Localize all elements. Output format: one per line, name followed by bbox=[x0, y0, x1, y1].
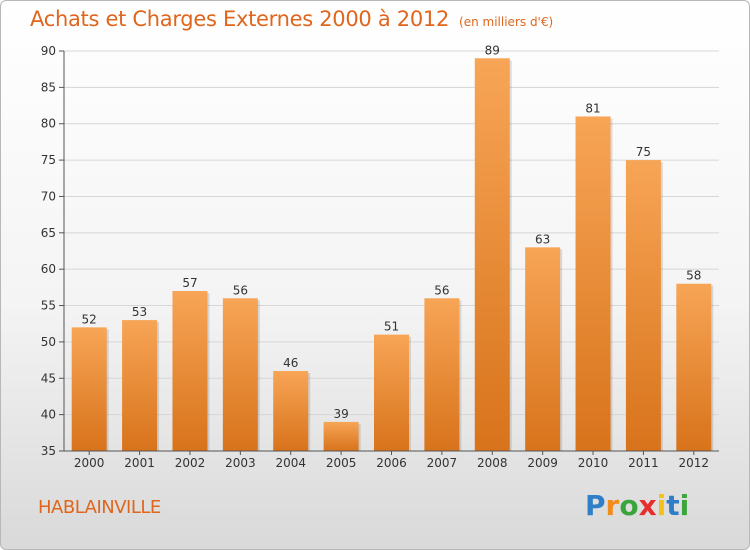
y-tick-label: 45 bbox=[41, 371, 56, 385]
data-label: 58 bbox=[686, 269, 701, 283]
data-label: 63 bbox=[535, 232, 550, 246]
town-name: HABLAINVILLE bbox=[38, 497, 161, 518]
chart-subtitle: (en milliers d'€) bbox=[459, 15, 554, 29]
data-label: 52 bbox=[82, 312, 97, 326]
data-label: 89 bbox=[485, 43, 500, 57]
bar-2008 bbox=[474, 58, 510, 451]
data-label: 57 bbox=[182, 276, 197, 290]
bar-2005 bbox=[323, 421, 359, 451]
logo-letter: x bbox=[638, 489, 657, 522]
bars bbox=[71, 58, 714, 452]
x-tick-label: 2000 bbox=[74, 456, 105, 470]
data-label: 56 bbox=[233, 283, 248, 297]
data-label: 39 bbox=[333, 407, 348, 421]
data-label: 46 bbox=[283, 356, 298, 370]
x-tick-label: 2012 bbox=[679, 456, 710, 470]
x-tick-label: 2004 bbox=[275, 456, 306, 470]
bar-2000 bbox=[71, 327, 107, 451]
bar-2012 bbox=[676, 283, 712, 451]
data-label: 51 bbox=[384, 320, 399, 334]
y-tick-label: 50 bbox=[41, 335, 56, 349]
bar-2006 bbox=[374, 334, 409, 451]
y-tick-label: 40 bbox=[41, 408, 56, 422]
y-tick-label: 75 bbox=[41, 153, 56, 167]
x-tick-label: 2009 bbox=[527, 456, 558, 470]
x-tick-label: 2006 bbox=[376, 456, 407, 470]
bar-2007 bbox=[424, 298, 460, 451]
y-tick-label: 60 bbox=[41, 262, 56, 276]
bar-2004 bbox=[273, 371, 309, 451]
y-tick-label: 35 bbox=[41, 444, 56, 458]
y-tick-label: 80 bbox=[41, 117, 56, 131]
data-label: 53 bbox=[132, 305, 147, 319]
y-tick-label: 65 bbox=[41, 226, 56, 240]
proxiti-logo[interactable]: Proxiti bbox=[585, 489, 689, 522]
bar-2003 bbox=[222, 298, 258, 451]
x-tick-label: 2010 bbox=[578, 456, 609, 470]
y-tick-label: 90 bbox=[41, 44, 56, 58]
data-label: 75 bbox=[636, 145, 651, 159]
bar-2001 bbox=[122, 320, 158, 451]
axes bbox=[59, 50, 719, 455]
y-tick-label: 70 bbox=[41, 189, 56, 203]
bar-2002 bbox=[172, 291, 208, 451]
labels: 35 40 45 50 55 60 65 70 75 80 85 90 52 2000 53 2001 57 20… bbox=[41, 43, 709, 470]
y-tick-label: 55 bbox=[41, 299, 56, 313]
x-tick-label: 2003 bbox=[225, 456, 256, 470]
title-row: Achats et Charges Externes 2000 à 2012 (e… bbox=[30, 7, 553, 31]
x-tick-label: 2002 bbox=[175, 456, 206, 470]
chart-title: Achats et Charges Externes 2000 à 2012 bbox=[30, 7, 450, 31]
bar-2010 bbox=[575, 116, 611, 452]
data-label: 81 bbox=[585, 101, 600, 115]
y-tick-label: 85 bbox=[41, 80, 56, 94]
x-tick-label: 2005 bbox=[326, 456, 357, 470]
x-tick-label: 2007 bbox=[427, 456, 458, 470]
logo-letter: t bbox=[666, 489, 680, 522]
bar-2009 bbox=[525, 247, 561, 451]
x-tick-label: 2008 bbox=[477, 456, 508, 470]
logo-letter: P bbox=[585, 489, 606, 522]
logo-letter: o bbox=[619, 489, 639, 522]
logo-letter: r bbox=[605, 489, 620, 522]
data-label: 56 bbox=[434, 283, 449, 297]
logo-letter: i bbox=[679, 489, 690, 522]
x-tick-label: 2001 bbox=[124, 456, 155, 470]
logo-letter: i bbox=[656, 489, 667, 522]
x-tick-label: 2011 bbox=[628, 456, 659, 470]
bar-2011 bbox=[625, 160, 661, 451]
